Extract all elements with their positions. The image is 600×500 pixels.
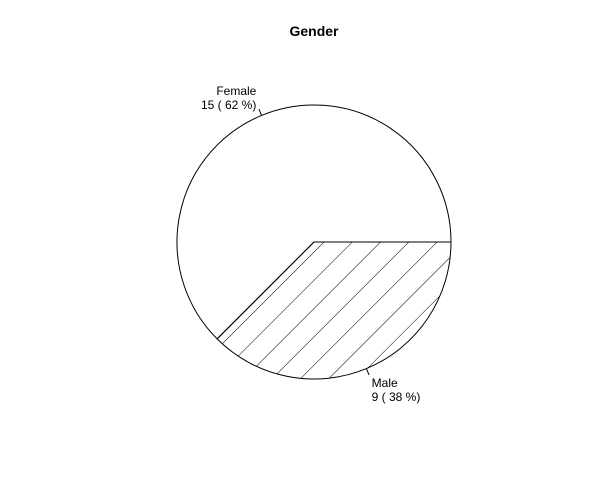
slice-label-female: Female [216, 84, 256, 98]
leader-line-male [365, 368, 370, 376]
slice-label-male: Male [372, 376, 398, 390]
pie-slice-female [176, 104, 452, 340]
pie-slices [176, 104, 452, 380]
slice-value-female: 15 ( 62 %) [201, 98, 256, 112]
leader-line-female [258, 108, 263, 116]
slice-value-male: 9 ( 38 %) [372, 390, 421, 404]
chart-title: Gender [289, 23, 339, 39]
label-leader-lines [258, 108, 370, 376]
